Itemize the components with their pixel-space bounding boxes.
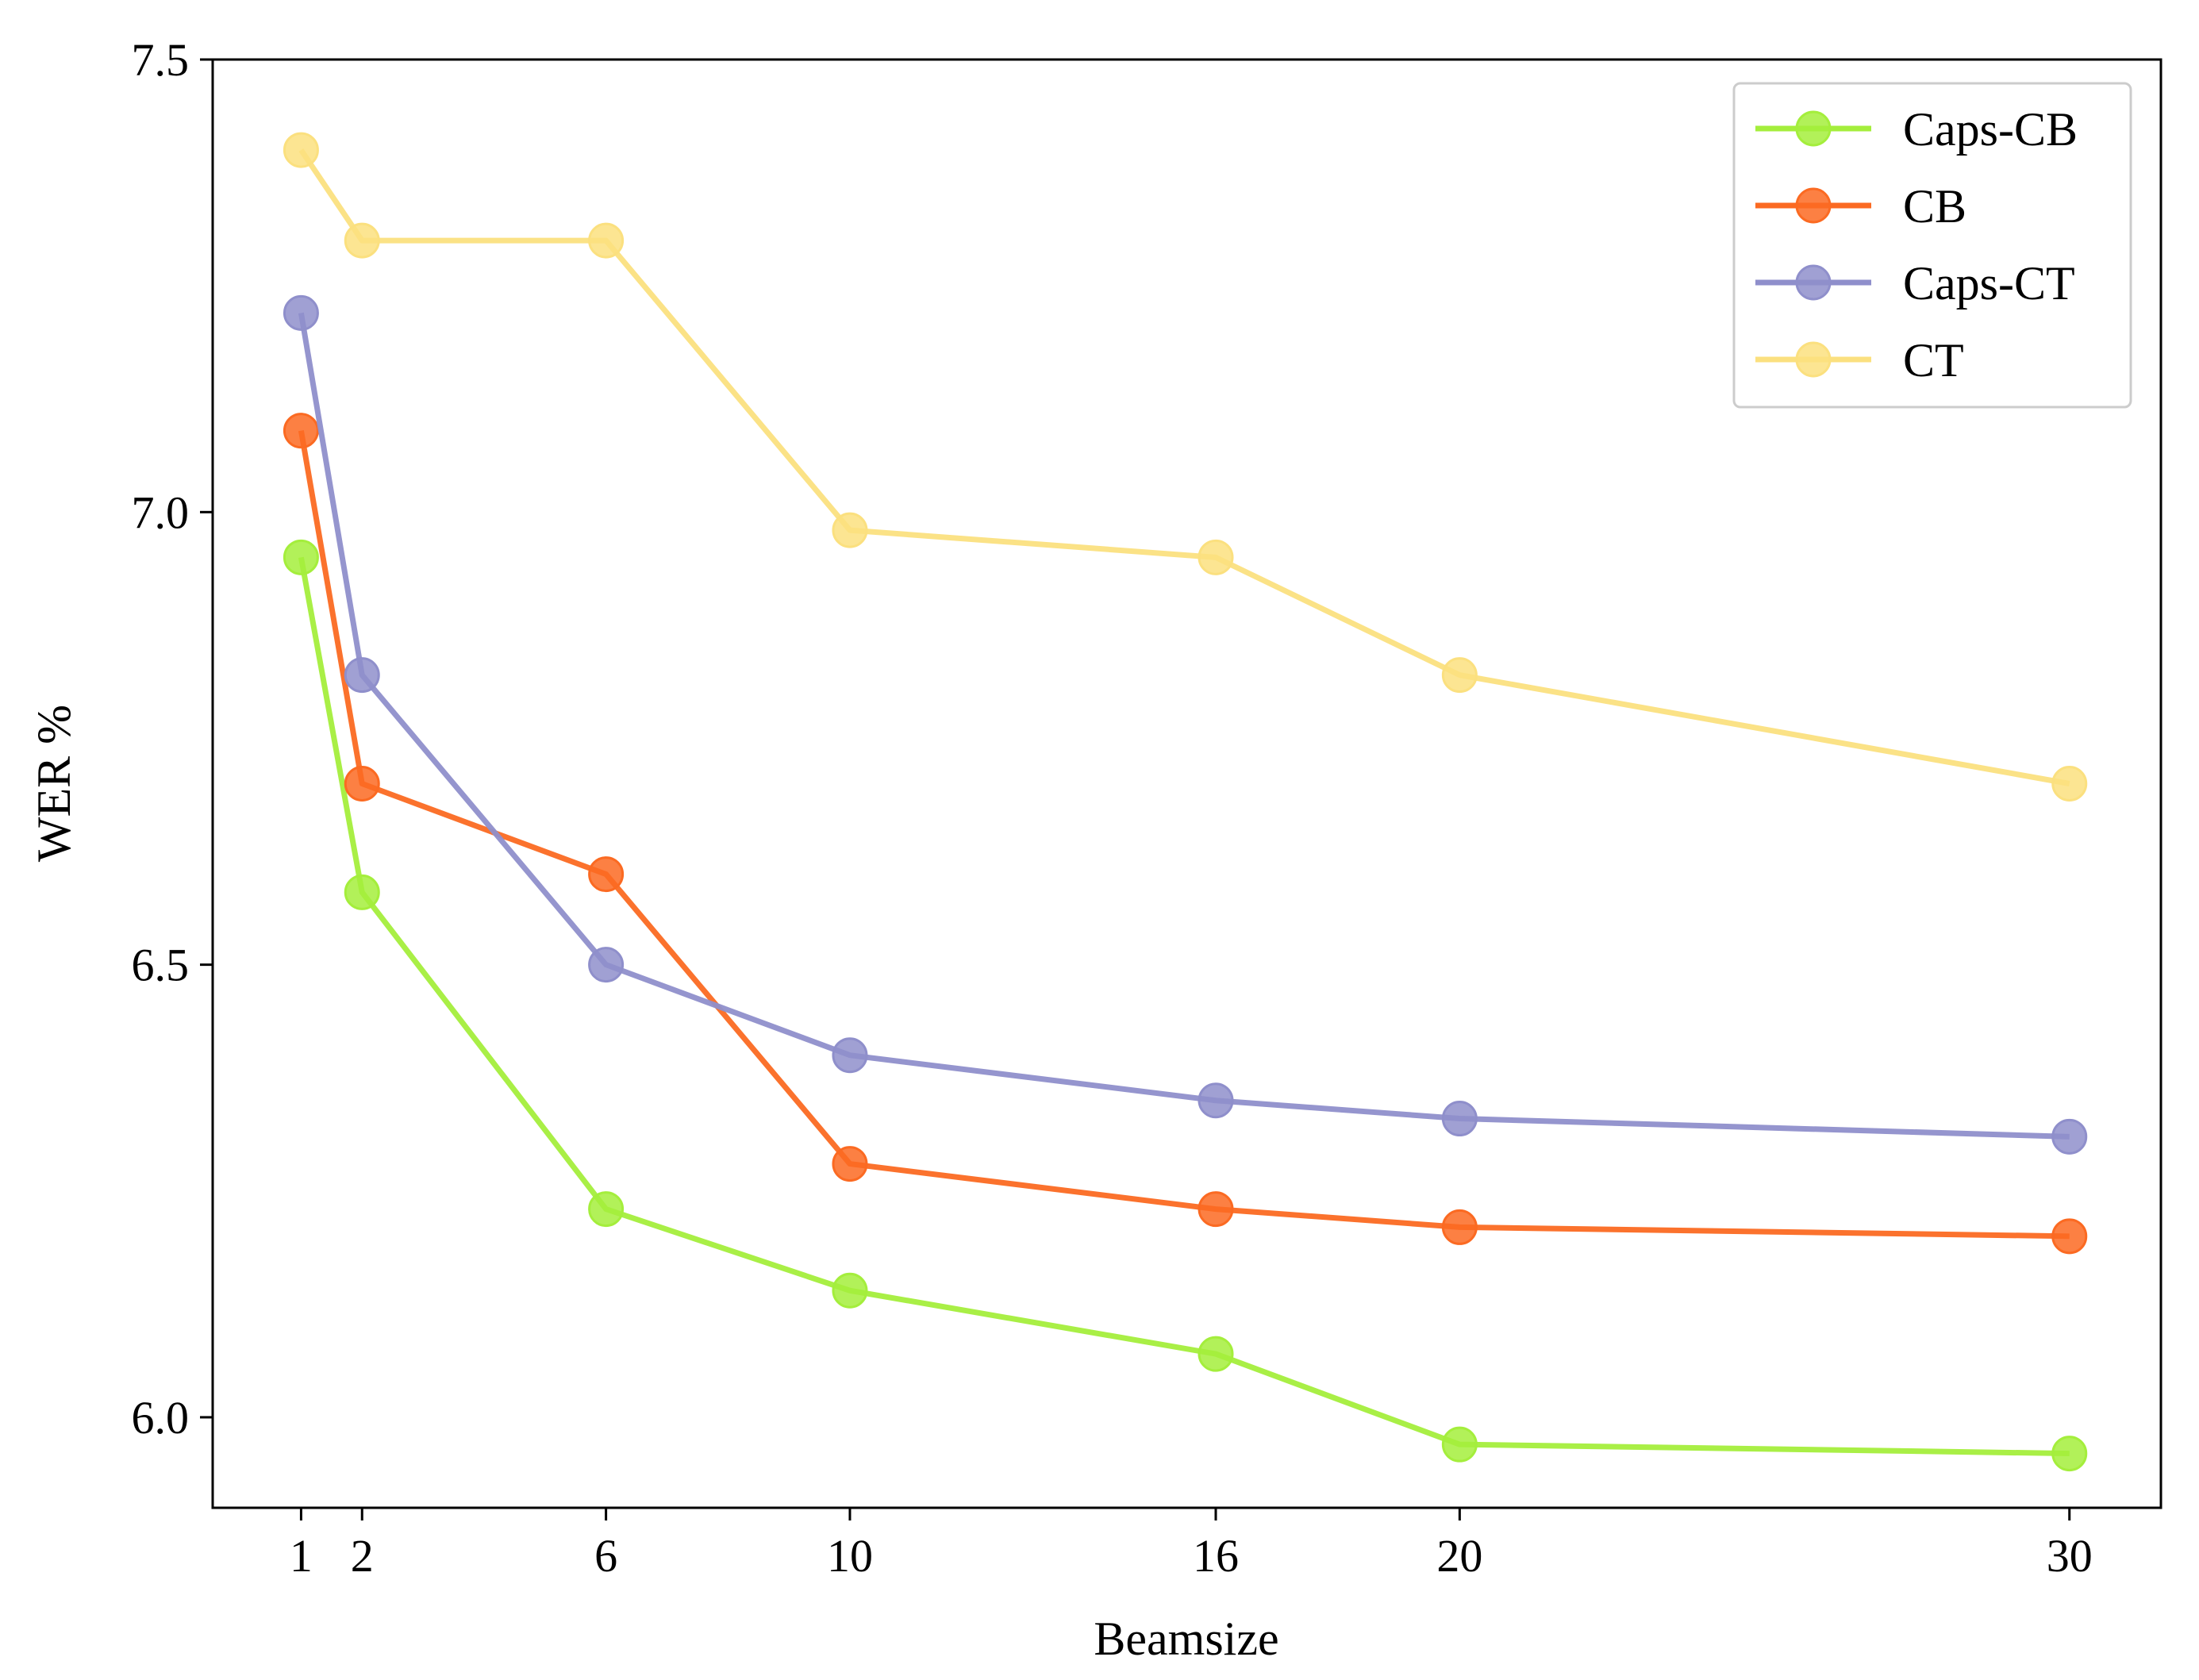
data-point-ct: [1198, 539, 1234, 575]
legend-item-caps-cb: Caps-CB: [1755, 103, 2078, 156]
y-axis: 6.0 6.5 7.0 7.5: [132, 34, 213, 1444]
data-point-cb: [1198, 1191, 1234, 1228]
data-point-ct: [2051, 766, 2088, 802]
data-point-caps-cb: [1198, 1336, 1234, 1372]
data-point-ct: [832, 512, 868, 548]
y-tick-label: 7.0: [132, 486, 190, 538]
y-tick-label: 6.0: [132, 1392, 190, 1444]
data-point-caps-ct: [588, 947, 625, 983]
legend-item-cb: CB: [1755, 180, 1966, 233]
legend-item-ct: CT: [1755, 334, 1964, 386]
data-point-caps-ct: [1198, 1082, 1234, 1119]
x-tick-label: 10: [827, 1530, 873, 1582]
y-axis-title: WER %: [28, 705, 80, 862]
x-axis-title: Beamsize: [1094, 1613, 1278, 1665]
x-tick-label: 30: [2047, 1530, 2093, 1582]
data-point-cb: [1441, 1209, 1478, 1245]
legend-label: Caps-CB: [1903, 103, 2078, 156]
legend-item-caps-ct: Caps-CT: [1755, 257, 2075, 309]
plot-frame: [211, 58, 2162, 1509]
x-tick-label: 20: [1436, 1530, 1482, 1582]
series-cb: [283, 413, 2088, 1255]
legend-marker: [1795, 264, 1832, 301]
legend-marker: [1795, 187, 1832, 224]
data-point-cb: [832, 1146, 868, 1182]
legend-box: [1732, 82, 2132, 409]
data-point-caps-cb: [588, 1191, 625, 1228]
y-tick-label: 7.5: [132, 34, 190, 86]
legend-label: CT: [1903, 334, 1964, 386]
legend-label: Caps-CT: [1903, 257, 2075, 309]
data-point-caps-ct: [832, 1037, 868, 1074]
x-tick-label: 16: [1193, 1530, 1239, 1582]
legend-items: Caps-CB CB Caps-CT CT: [1755, 103, 2078, 386]
legend-label: CB: [1903, 180, 1966, 233]
legend: Caps-CB CB Caps-CT CT: [1732, 82, 2132, 409]
legend-marker: [1795, 341, 1832, 378]
data-point-caps-ct: [1441, 1101, 1478, 1137]
data-point-caps-cb: [832, 1272, 868, 1309]
legend-marker: [1795, 110, 1832, 147]
data-point-ct: [344, 222, 380, 259]
data-point-caps-cb: [344, 874, 380, 910]
data-point-caps-cb: [2051, 1436, 2088, 1472]
y-tick-label: 6.5: [132, 940, 190, 991]
data-point-caps-cb: [283, 539, 319, 575]
data-point-caps-ct: [2051, 1118, 2088, 1155]
x-tick-label: 1: [290, 1530, 313, 1582]
data-point-ct: [283, 132, 319, 168]
data-point-cb: [2051, 1218, 2088, 1255]
data-point-caps-cb: [1441, 1426, 1478, 1463]
x-tick-label: 6: [594, 1530, 617, 1582]
data-point-cb: [283, 413, 319, 449]
data-point-ct: [588, 222, 625, 259]
series-layer: [283, 132, 2088, 1472]
data-point-ct: [1441, 657, 1478, 694]
x-tick-label: 2: [351, 1530, 374, 1582]
series-caps-cb: [283, 539, 2088, 1472]
data-point-cb: [344, 766, 380, 802]
series-caps-ct: [283, 294, 2088, 1155]
data-point-cb: [588, 856, 625, 893]
x-axis: 1 2 6 10 16 20 30: [290, 1508, 2093, 1582]
data-point-caps-ct: [283, 294, 319, 331]
data-point-caps-ct: [344, 657, 380, 694]
series-ct: [283, 132, 2088, 802]
